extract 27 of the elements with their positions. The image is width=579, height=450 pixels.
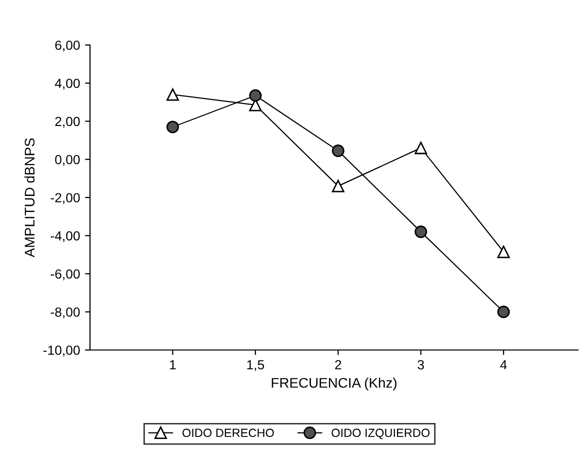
y-tick-label: -2,00	[50, 193, 80, 204]
y-tick-label: 6,00	[55, 40, 80, 52]
x-tick-label: 2	[335, 360, 342, 370]
x-axis-title: FRECUENCIA (Khz)	[272, 378, 396, 391]
y-tick-label: -6,00	[50, 269, 80, 280]
x-tick-label: 3	[418, 360, 424, 370]
point	[497, 246, 510, 258]
x-tick-label: 1	[170, 360, 176, 370]
y-tick-label: -4,00	[50, 231, 80, 242]
y-tick-label: 2,00	[55, 116, 80, 128]
x-tick-label: 1,5	[247, 360, 264, 371]
y-tick-label: 4,00	[54, 78, 80, 90]
point	[166, 120, 179, 134]
legend-label: OIDO IZQUIERDO	[332, 428, 430, 440]
y-tick-label: 0,00	[55, 154, 80, 166]
legend-label: OIDO DERECHO	[182, 428, 274, 438]
y-axis-title: AMPLITUD dBNPS	[24, 138, 35, 258]
point	[414, 142, 428, 154]
x-tick-label: 4	[500, 360, 507, 370]
y-tick-label: -8,00	[50, 307, 80, 318]
y-tick-label: -10,00	[43, 346, 80, 356]
point	[332, 180, 344, 192]
point	[497, 306, 510, 318]
point	[414, 226, 428, 238]
point	[166, 88, 179, 101]
point	[332, 144, 344, 158]
point	[249, 89, 262, 102]
